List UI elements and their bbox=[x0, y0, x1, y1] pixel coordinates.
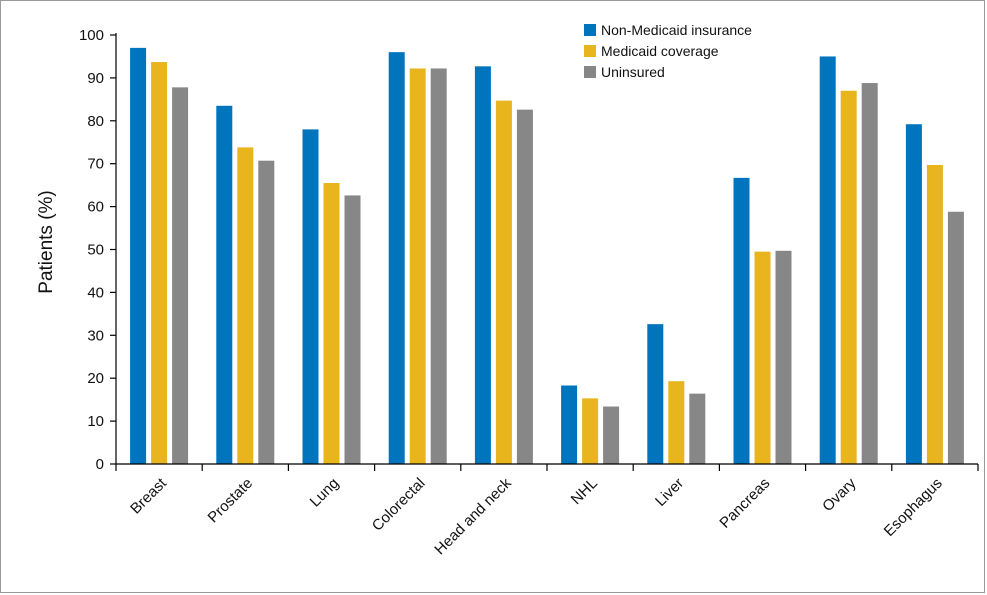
bar-3-8 bbox=[775, 250, 792, 464]
bar-1-6 bbox=[561, 385, 578, 464]
bar-1-5 bbox=[474, 66, 491, 464]
bar-2-5 bbox=[495, 100, 512, 465]
x-tick-label-7: Liver bbox=[652, 475, 687, 510]
x-tick-label-4: Colorectal bbox=[369, 475, 429, 535]
bar-1-1 bbox=[130, 47, 147, 465]
x-tick-label-2: Prostate bbox=[205, 475, 257, 527]
bar-1-9 bbox=[819, 56, 836, 464]
y-tick-label-80: 80 bbox=[87, 113, 104, 130]
y-axis-title: Patients (%) bbox=[36, 190, 57, 293]
bar-2-1 bbox=[151, 62, 168, 464]
bar-2-10 bbox=[926, 164, 943, 464]
x-tick-label-9: Ovary bbox=[819, 474, 860, 515]
y-tick-label-20: 20 bbox=[87, 370, 104, 387]
x-tick-label-5: Head and neck bbox=[431, 474, 515, 558]
bar-2-8 bbox=[754, 251, 771, 464]
y-tick-label-60: 60 bbox=[87, 199, 104, 216]
y-tick-label-10: 10 bbox=[87, 413, 104, 430]
bar-3-4 bbox=[430, 68, 447, 464]
bar-1-3 bbox=[302, 129, 319, 464]
legend-swatch-2 bbox=[584, 45, 596, 57]
bar-3-1 bbox=[172, 87, 189, 464]
x-tick-label-8: Pancreas bbox=[716, 475, 773, 532]
x-tick-label-6: NHL bbox=[568, 475, 601, 508]
bar-1-10 bbox=[905, 124, 922, 465]
bar-3-7 bbox=[689, 393, 706, 464]
bar-2-4 bbox=[409, 68, 426, 464]
legend-swatch-3 bbox=[584, 66, 596, 78]
y-tick-label-90: 90 bbox=[87, 70, 104, 87]
bar-3-5 bbox=[516, 109, 533, 465]
legend-label-1: Non-Medicaid insurance bbox=[601, 22, 752, 38]
bar-3-10 bbox=[947, 211, 964, 464]
y-tick-label-100: 100 bbox=[79, 27, 104, 44]
y-tick-label-40: 40 bbox=[87, 284, 104, 301]
legend-swatch-1 bbox=[584, 24, 596, 36]
bar-2-6 bbox=[582, 398, 599, 464]
bar-2-7 bbox=[668, 381, 685, 464]
bar-1-4 bbox=[388, 52, 405, 464]
bar-2-2 bbox=[237, 147, 254, 464]
legend-label-3: Uninsured bbox=[601, 64, 665, 80]
bar-2-3 bbox=[323, 183, 340, 464]
x-tick-label-10: Esophagus bbox=[881, 475, 946, 540]
bars-layer bbox=[130, 47, 964, 465]
legend-label-2: Medicaid coverage bbox=[601, 43, 719, 59]
bar-3-3 bbox=[344, 195, 361, 465]
x-tick-label-3: Lung bbox=[307, 475, 343, 511]
y-tick-label-70: 70 bbox=[87, 156, 104, 173]
legend: Non-Medicaid insurance Medicaid coverage U… bbox=[584, 22, 752, 80]
y-tick-label-50: 50 bbox=[87, 242, 104, 259]
y-tick-label-30: 30 bbox=[87, 327, 104, 344]
x-tick-label-1: Breast bbox=[127, 474, 170, 517]
bar-3-9 bbox=[861, 83, 878, 464]
bar-3-2 bbox=[258, 160, 275, 464]
bar-1-7 bbox=[647, 324, 664, 464]
y-tick-label-0: 0 bbox=[96, 456, 104, 473]
bar-1-8 bbox=[733, 177, 750, 464]
bar-1-2 bbox=[216, 105, 233, 464]
bar-2-9 bbox=[840, 90, 857, 465]
bar-3-6 bbox=[603, 406, 620, 464]
